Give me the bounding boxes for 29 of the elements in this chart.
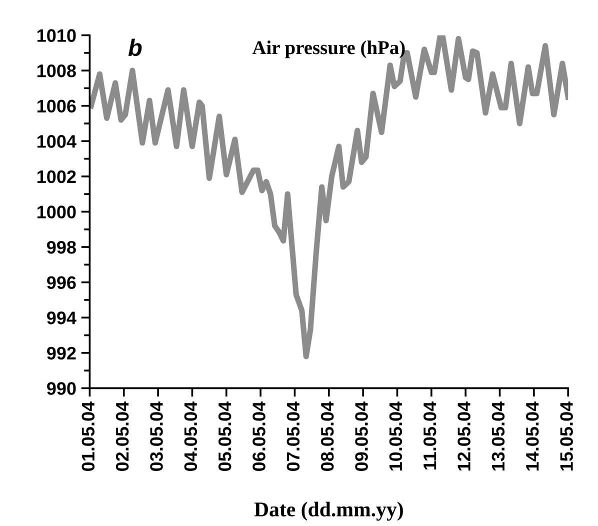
y-tick-label: 992 (47, 346, 76, 360)
x-tick-label: 01.05.04 (82, 401, 95, 471)
y-tick-label: 998 (47, 240, 76, 254)
y-tick-label: 1000 (37, 206, 76, 218)
x-tick-label: 07.05.04 (286, 401, 300, 471)
y-tick-label: 996 (47, 276, 76, 290)
y-tick-label: 1006 (37, 100, 76, 113)
x-tick-label: 12.05.04 (458, 401, 470, 471)
x-tick-label: 13.05.04 (492, 401, 505, 471)
x-tick-label: 09.05.04 (355, 401, 368, 471)
x-tick-label: 08.05.04 (320, 401, 334, 471)
x-tick-label: 06.05.04 (252, 401, 266, 471)
y-tick-label: 990 (47, 382, 76, 395)
x-tick-label: 02.05.04 (116, 401, 129, 471)
x-tick-label: 11.05.04 (423, 401, 436, 470)
annotation: b (128, 38, 142, 56)
y-tick-label: 994 (47, 312, 76, 324)
y-tick-label: 1002 (37, 170, 76, 184)
x-tick-label: 04.05.04 (184, 401, 198, 471)
x-tick-label: 03.05.04 (150, 401, 163, 471)
x-tick-label: 14.05.04 (526, 401, 539, 471)
x-tick-label: 15.05.04 (560, 401, 573, 471)
chart-title: Air pressure (hPa) (252, 40, 405, 58)
y-tick-label: 1010 (37, 29, 76, 42)
x-tick-label: 10.05.04 (389, 401, 402, 471)
y-tick-label: 1008 (37, 64, 76, 78)
x-tick-label: 05.05.04 (218, 401, 232, 471)
x-axis-title: Date (dd.mm.yy) (254, 502, 403, 521)
y-tick-label: 1004 (37, 135, 76, 148)
